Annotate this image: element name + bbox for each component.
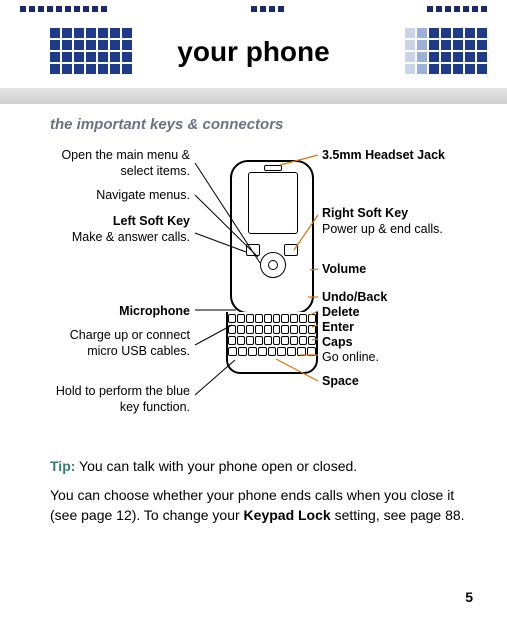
- label-undo-back: Undo/Back: [322, 289, 482, 305]
- label-blue-key: Hold to perform the blue key function.: [50, 383, 190, 416]
- label-headset-jack: 3.5mm Headset Jack: [322, 147, 482, 163]
- page-title: your phone: [0, 36, 507, 68]
- label-left-soft-key: Left Soft Key Make & answer calls.: [50, 213, 190, 246]
- page-number: 5: [465, 589, 473, 605]
- body-paragraph: You can choose whether your phone ends c…: [50, 486, 467, 525]
- label-right-soft-key: Right Soft Key Power up & end calls.: [322, 205, 482, 238]
- label-go-online: Go online.: [322, 349, 482, 365]
- subheading: the important keys & connectors: [50, 116, 283, 133]
- diagram-area: Open the main menu & select items. Navig…: [50, 145, 477, 455]
- label-navigate: Navigate menus.: [50, 187, 190, 203]
- phone-graphic: [220, 160, 320, 380]
- gray-stripe: [0, 88, 507, 104]
- tip-label: Tip:: [50, 458, 75, 474]
- label-microphone: Microphone: [50, 303, 190, 319]
- label-enter: Enter: [322, 319, 482, 335]
- label-space: Space: [322, 373, 482, 389]
- title-bar: your phone: [0, 18, 507, 88]
- label-delete: Delete: [322, 304, 482, 320]
- label-caps: Caps: [322, 334, 482, 350]
- label-charge: Charge up or connect micro USB cables.: [50, 327, 190, 360]
- tip-line: Tip: You can talk with your phone open o…: [50, 457, 467, 477]
- label-volume: Volume: [322, 261, 482, 277]
- top-decor-dots: [0, 6, 507, 12]
- tip-text: You can talk with your phone open or clo…: [75, 458, 357, 474]
- label-open-menu: Open the main menu & select items.: [50, 147, 190, 180]
